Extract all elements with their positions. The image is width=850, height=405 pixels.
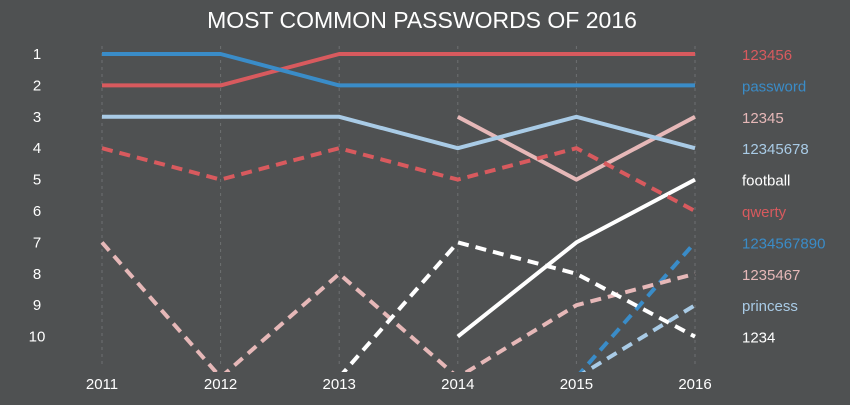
series-line-football: [456, 177, 696, 339]
x-tick-label: 2015: [560, 376, 593, 393]
legend-entry: 12345678: [742, 141, 809, 158]
legend-entry: 12345: [742, 110, 784, 127]
x-tick-label: 2011: [86, 376, 118, 393]
rank-axis: 1 2 3 4 5 6 7 8 9 10: [29, 46, 46, 346]
legend-entry: password: [742, 78, 806, 95]
series-line-qwerty: [101, 146, 696, 213]
x-tick-label: 2012: [204, 376, 237, 393]
series-lines: [100, 52, 697, 372]
y-tick-label: 4: [33, 140, 41, 157]
y-tick-label: 5: [33, 172, 41, 189]
series-line-1235467: [100, 241, 696, 372]
legend-entry: football: [742, 173, 790, 190]
legend: 123456 password 12345 12345678 football qwert…: [742, 47, 825, 347]
legend-entry: 123456: [742, 47, 792, 64]
y-tick-label: 1: [33, 46, 41, 63]
chart-title: MOST COMMON PASSWORDS OF 2016: [207, 7, 637, 33]
legend-entry: 1234: [742, 330, 775, 347]
x-tick-label: 2013: [323, 376, 356, 393]
y-tick-label: 2: [33, 77, 41, 94]
series-line-princess: [581, 303, 697, 372]
y-tick-label: 7: [33, 234, 41, 251]
y-tick-label: 9: [33, 297, 41, 314]
y-tick-label: 10: [29, 329, 46, 346]
x-tick-label: 2014: [441, 376, 474, 393]
legend-entry: qwerty: [742, 204, 787, 221]
series-line-1234567890: [578, 241, 697, 372]
y-tick-label: 3: [33, 109, 41, 126]
legend-entry: princess: [742, 298, 798, 315]
series-line-1234: [341, 240, 696, 372]
y-tick-label: 8: [33, 266, 41, 283]
x-tick-label: 2016: [678, 376, 711, 393]
y-tick-label: 6: [33, 203, 41, 220]
legend-entry: 1235467: [742, 267, 800, 284]
series-line-12345678: [102, 114, 696, 151]
grid-lines: [101, 46, 696, 368]
legend-entry: 1234567890: [742, 235, 825, 252]
series-line-password: [102, 52, 695, 88]
year-axis: 2011 2012 2013 2014 2015 2016: [86, 376, 712, 393]
series-line-123456: [102, 52, 695, 88]
